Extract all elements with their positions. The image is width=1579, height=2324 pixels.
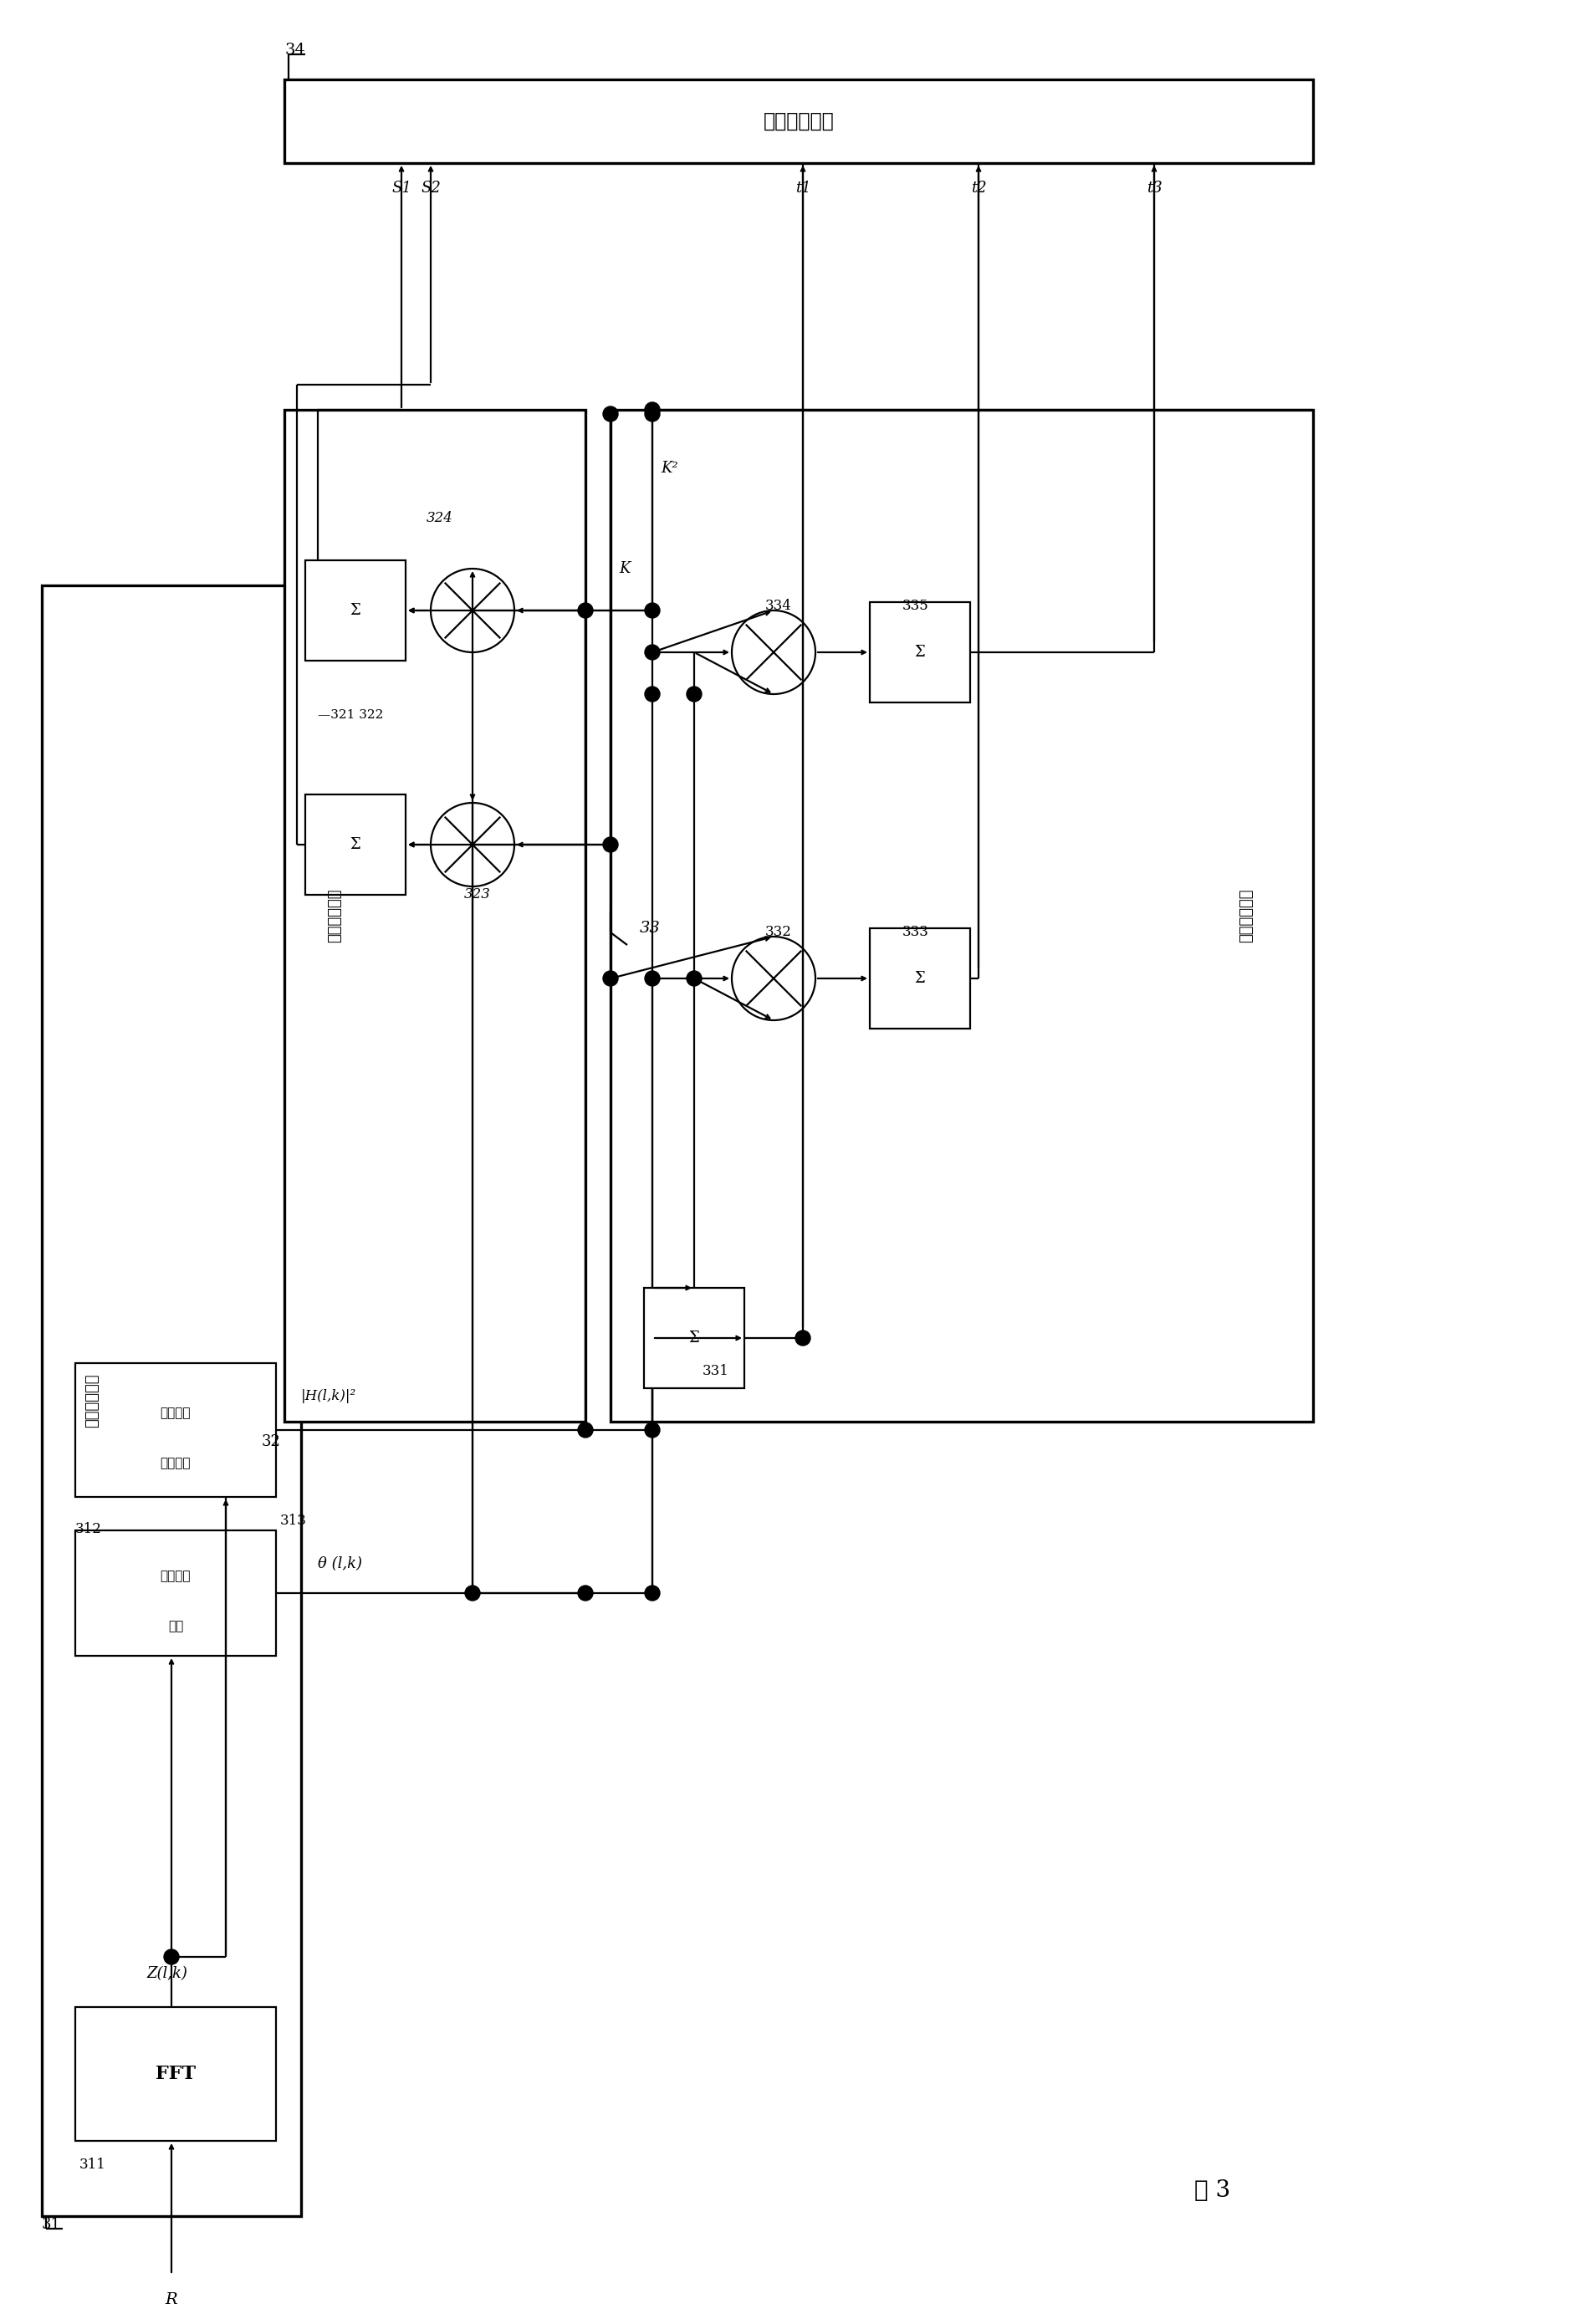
- Circle shape: [644, 407, 660, 421]
- Circle shape: [464, 1585, 480, 1601]
- Circle shape: [644, 644, 660, 660]
- Circle shape: [578, 1585, 594, 1601]
- Circle shape: [644, 971, 660, 985]
- Text: S1: S1: [392, 181, 412, 195]
- Circle shape: [644, 686, 660, 702]
- Text: Σ: Σ: [688, 1332, 699, 1346]
- Text: Σ: Σ: [914, 971, 925, 985]
- Circle shape: [644, 602, 660, 618]
- Text: Z(l,k): Z(l,k): [147, 1966, 188, 1980]
- Text: FFT: FFT: [155, 2064, 196, 2082]
- Text: |H(l,k)|²: |H(l,k)|²: [302, 1390, 357, 1404]
- Text: 311: 311: [79, 2157, 106, 2173]
- Circle shape: [603, 407, 617, 421]
- Text: 第三运算电路: 第三运算电路: [1238, 888, 1254, 944]
- Bar: [76, 1532, 276, 1655]
- Circle shape: [644, 402, 660, 418]
- Bar: [305, 795, 406, 895]
- Text: K²: K²: [660, 460, 677, 476]
- Circle shape: [164, 1950, 178, 1964]
- Text: 第四运算电路: 第四运算电路: [763, 112, 834, 130]
- Text: θ (l,k): θ (l,k): [317, 1557, 362, 1571]
- Circle shape: [578, 602, 594, 618]
- Bar: [611, 409, 1314, 1422]
- Bar: [41, 586, 302, 2217]
- Text: 313: 313: [279, 1513, 306, 1527]
- Circle shape: [687, 971, 701, 985]
- Circle shape: [644, 1422, 660, 1439]
- Text: 331: 331: [703, 1364, 729, 1378]
- Text: S2: S2: [420, 181, 441, 195]
- Text: 33: 33: [639, 920, 660, 937]
- Circle shape: [603, 837, 617, 853]
- Bar: [305, 560, 406, 660]
- Text: 单元: 单元: [167, 1620, 183, 1631]
- Bar: [284, 409, 586, 1422]
- Text: Σ: Σ: [351, 837, 360, 853]
- Text: 312: 312: [76, 1522, 103, 1536]
- Bar: [76, 1364, 276, 1497]
- Text: 第二运算电路: 第二运算电路: [327, 888, 343, 944]
- Bar: [870, 602, 970, 702]
- Bar: [870, 927, 970, 1030]
- Text: Σ: Σ: [914, 644, 925, 660]
- Bar: [76, 2008, 276, 2140]
- Text: 335: 335: [903, 600, 928, 614]
- Text: —321 322: —321 322: [317, 709, 384, 720]
- Text: 运算单元: 运算单元: [161, 1457, 191, 1469]
- Circle shape: [796, 1332, 810, 1346]
- Circle shape: [644, 1585, 660, 1601]
- Text: K: K: [619, 560, 630, 576]
- Text: R: R: [166, 2291, 177, 2308]
- Text: 334: 334: [766, 600, 793, 614]
- Text: Σ: Σ: [351, 602, 360, 618]
- Bar: [284, 79, 1314, 163]
- Circle shape: [687, 686, 701, 702]
- Circle shape: [603, 971, 617, 985]
- Circle shape: [578, 1422, 594, 1439]
- Text: 323: 323: [464, 888, 491, 902]
- Text: 34: 34: [284, 42, 305, 58]
- Text: t3: t3: [1146, 181, 1162, 195]
- Text: 图 3: 图 3: [1195, 2180, 1230, 2203]
- Text: 相关运算: 相关运算: [161, 1571, 191, 1583]
- Text: 31: 31: [41, 2217, 62, 2231]
- Text: 第一运算电路: 第一运算电路: [84, 1373, 99, 1427]
- Text: 332: 332: [766, 925, 793, 939]
- Bar: [644, 1287, 744, 1387]
- Text: t2: t2: [971, 181, 987, 195]
- Text: 32: 32: [261, 1434, 279, 1450]
- Text: 信道能量: 信道能量: [161, 1408, 191, 1420]
- Text: t1: t1: [796, 181, 810, 195]
- Text: 324: 324: [426, 511, 453, 525]
- Text: 333: 333: [903, 925, 928, 939]
